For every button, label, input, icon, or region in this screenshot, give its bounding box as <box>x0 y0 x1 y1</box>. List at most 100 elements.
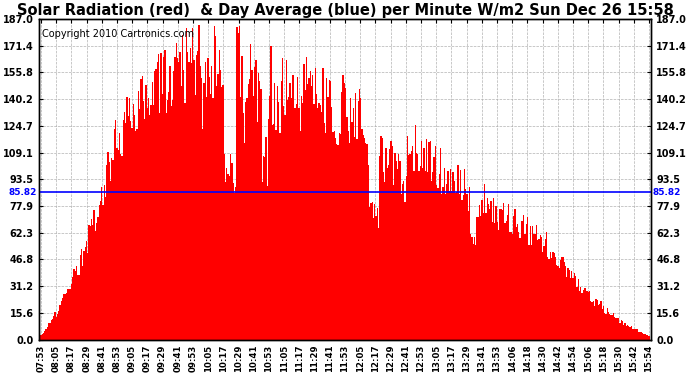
Bar <box>604 313 605 340</box>
Bar <box>398 154 400 340</box>
Bar <box>520 238 521 340</box>
Bar <box>599 304 600 340</box>
Bar <box>597 300 598 340</box>
Bar <box>228 176 230 340</box>
Bar <box>243 114 244 340</box>
Bar <box>466 194 468 340</box>
Bar <box>457 165 459 340</box>
Bar <box>67 289 68 340</box>
Bar <box>167 100 168 340</box>
Bar <box>415 125 416 340</box>
Bar <box>517 224 518 340</box>
Bar <box>290 98 292 340</box>
Bar <box>192 28 193 340</box>
Bar <box>560 260 561 340</box>
Bar <box>350 98 351 340</box>
Bar <box>589 291 590 340</box>
Bar <box>524 234 526 340</box>
Bar <box>608 312 609 340</box>
Bar <box>450 169 451 340</box>
Bar <box>43 333 44 340</box>
Bar <box>342 75 344 340</box>
Bar <box>104 185 105 340</box>
Bar <box>584 288 585 340</box>
Bar <box>538 240 540 340</box>
Bar <box>61 302 62 340</box>
Bar <box>186 28 187 340</box>
Bar <box>278 102 279 340</box>
Bar <box>335 138 336 340</box>
Bar <box>134 115 135 340</box>
Bar <box>269 96 270 340</box>
Bar <box>393 185 394 340</box>
Bar <box>641 332 642 340</box>
Bar <box>477 217 479 340</box>
Bar <box>48 324 49 340</box>
Bar <box>363 135 364 340</box>
Bar <box>64 294 66 340</box>
Bar <box>631 326 632 340</box>
Bar <box>100 201 101 340</box>
Bar <box>66 292 67 340</box>
Bar <box>576 287 578 340</box>
Bar <box>50 320 52 340</box>
Bar <box>301 96 302 340</box>
Bar <box>529 226 531 340</box>
Bar <box>170 106 172 340</box>
Bar <box>444 168 445 340</box>
Bar <box>88 225 90 340</box>
Bar <box>315 68 316 340</box>
Bar <box>518 232 520 340</box>
Bar <box>571 271 573 340</box>
Bar <box>643 334 644 340</box>
Bar <box>52 319 53 340</box>
Bar <box>239 26 240 340</box>
Bar <box>445 194 446 340</box>
Bar <box>495 206 497 340</box>
Bar <box>140 80 141 340</box>
Bar <box>250 44 251 340</box>
Bar <box>116 148 117 340</box>
Bar <box>411 151 412 340</box>
Bar <box>123 120 124 340</box>
Bar <box>249 79 250 340</box>
Bar <box>340 134 342 340</box>
Bar <box>418 171 420 340</box>
Bar <box>559 268 560 340</box>
Bar <box>159 113 161 340</box>
Bar <box>176 43 177 340</box>
Bar <box>553 253 555 340</box>
Bar <box>196 55 197 340</box>
Bar <box>331 107 333 340</box>
Bar <box>644 334 646 340</box>
Bar <box>295 108 296 340</box>
Bar <box>574 273 575 340</box>
Bar <box>119 133 120 340</box>
Bar <box>386 168 388 340</box>
Bar <box>579 291 580 340</box>
Bar <box>638 332 640 340</box>
Bar <box>392 146 393 340</box>
Bar <box>391 141 392 340</box>
Bar <box>157 62 158 340</box>
Bar <box>125 123 126 340</box>
Bar <box>394 153 395 340</box>
Bar <box>296 104 297 340</box>
Bar <box>564 262 565 340</box>
Bar <box>364 138 365 340</box>
Bar <box>609 314 611 340</box>
Bar <box>567 268 569 340</box>
Bar <box>58 311 59 340</box>
Bar <box>73 269 75 340</box>
Bar <box>241 56 243 340</box>
Bar <box>289 83 290 340</box>
Bar <box>56 317 57 340</box>
Bar <box>500 209 502 340</box>
Bar <box>594 306 595 340</box>
Bar <box>603 306 604 340</box>
Bar <box>130 121 131 340</box>
Bar <box>624 323 626 340</box>
Bar <box>454 182 455 340</box>
Bar <box>371 202 373 340</box>
Bar <box>521 221 522 340</box>
